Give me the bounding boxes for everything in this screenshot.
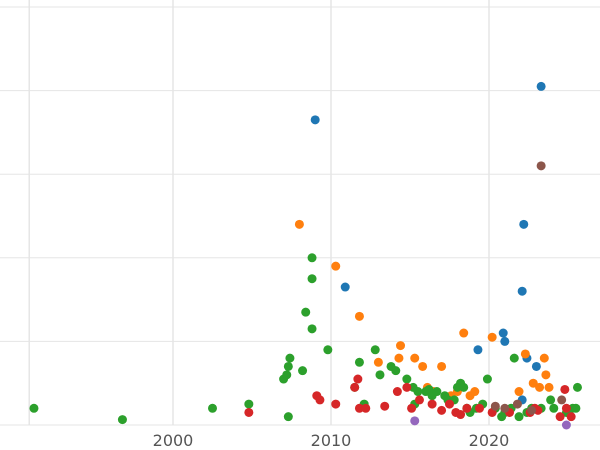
data-point <box>500 336 510 346</box>
data-point <box>285 353 295 363</box>
data-point <box>432 387 442 397</box>
data-point <box>549 403 559 413</box>
data-point <box>536 81 546 91</box>
data-point <box>560 384 570 394</box>
data-point <box>361 403 371 413</box>
data-point <box>414 395 424 405</box>
data-point <box>437 361 447 371</box>
data-point <box>410 353 420 363</box>
data-point <box>536 161 546 171</box>
data-point <box>535 382 545 392</box>
data-point <box>517 286 527 296</box>
data-point <box>566 412 576 422</box>
data-point <box>462 403 472 413</box>
data-point <box>402 382 412 392</box>
x-tick-labels: 2000 2010 2020 <box>153 431 510 450</box>
data-point <box>546 395 556 405</box>
data-point <box>29 403 39 413</box>
points-layer <box>29 81 582 430</box>
data-point <box>370 345 380 355</box>
data-point <box>375 370 385 380</box>
data-point <box>307 324 317 334</box>
data-point <box>473 345 483 355</box>
data-point <box>410 416 420 426</box>
data-point <box>514 412 524 422</box>
data-point <box>490 401 500 411</box>
data-point <box>331 399 341 409</box>
data-point <box>533 405 543 415</box>
data-point <box>353 374 363 384</box>
data-point <box>315 395 325 405</box>
data-point <box>527 405 537 415</box>
data-point <box>572 382 582 392</box>
data-point <box>307 274 317 284</box>
x-tick-label: 2010 <box>311 431 352 450</box>
grid-layer <box>0 0 600 426</box>
data-point <box>571 403 581 413</box>
data-point <box>544 382 554 392</box>
data-point <box>402 374 412 384</box>
data-point <box>117 415 127 425</box>
data-point <box>244 399 254 409</box>
data-point <box>561 420 571 430</box>
data-point <box>294 219 304 229</box>
data-point <box>331 261 341 271</box>
data-point <box>437 405 447 415</box>
data-point <box>487 332 497 342</box>
data-point <box>512 399 522 409</box>
data-point <box>555 412 565 422</box>
data-point <box>282 370 292 380</box>
data-point <box>519 219 529 229</box>
data-point <box>561 403 571 413</box>
data-point <box>498 328 508 338</box>
data-point <box>456 410 466 420</box>
data-point <box>380 401 390 411</box>
data-point <box>459 382 469 392</box>
data-point <box>283 361 293 371</box>
data-point <box>283 412 293 422</box>
data-point <box>391 366 401 376</box>
data-point <box>340 282 350 292</box>
data-point <box>470 387 480 397</box>
data-point <box>531 361 541 371</box>
data-point <box>528 378 538 388</box>
data-point <box>407 403 417 413</box>
data-point <box>208 403 217 413</box>
data-point <box>298 366 308 376</box>
data-point <box>514 387 524 397</box>
data-point <box>310 115 320 125</box>
data-point <box>541 370 551 380</box>
data-point <box>475 403 485 413</box>
data-point <box>459 328 469 338</box>
data-point <box>482 374 492 384</box>
data-point <box>373 357 383 367</box>
data-point <box>520 349 530 359</box>
data-point <box>350 382 360 392</box>
data-point <box>323 345 333 355</box>
data-point <box>427 399 437 409</box>
data-point <box>557 395 567 405</box>
data-point <box>394 353 404 363</box>
data-point <box>392 387 402 397</box>
data-point <box>354 311 364 321</box>
data-point <box>539 353 549 363</box>
data-point <box>500 403 510 413</box>
data-point <box>509 353 519 363</box>
data-point <box>396 341 406 351</box>
data-point <box>354 357 364 367</box>
data-point <box>418 361 428 371</box>
x-tick-label: 2000 <box>153 431 194 450</box>
data-point <box>413 387 423 397</box>
data-point <box>301 307 311 317</box>
data-point <box>307 253 317 263</box>
x-tick-label: 2020 <box>469 431 510 450</box>
data-point <box>244 407 254 417</box>
data-point <box>445 399 454 409</box>
data-point <box>354 403 364 413</box>
